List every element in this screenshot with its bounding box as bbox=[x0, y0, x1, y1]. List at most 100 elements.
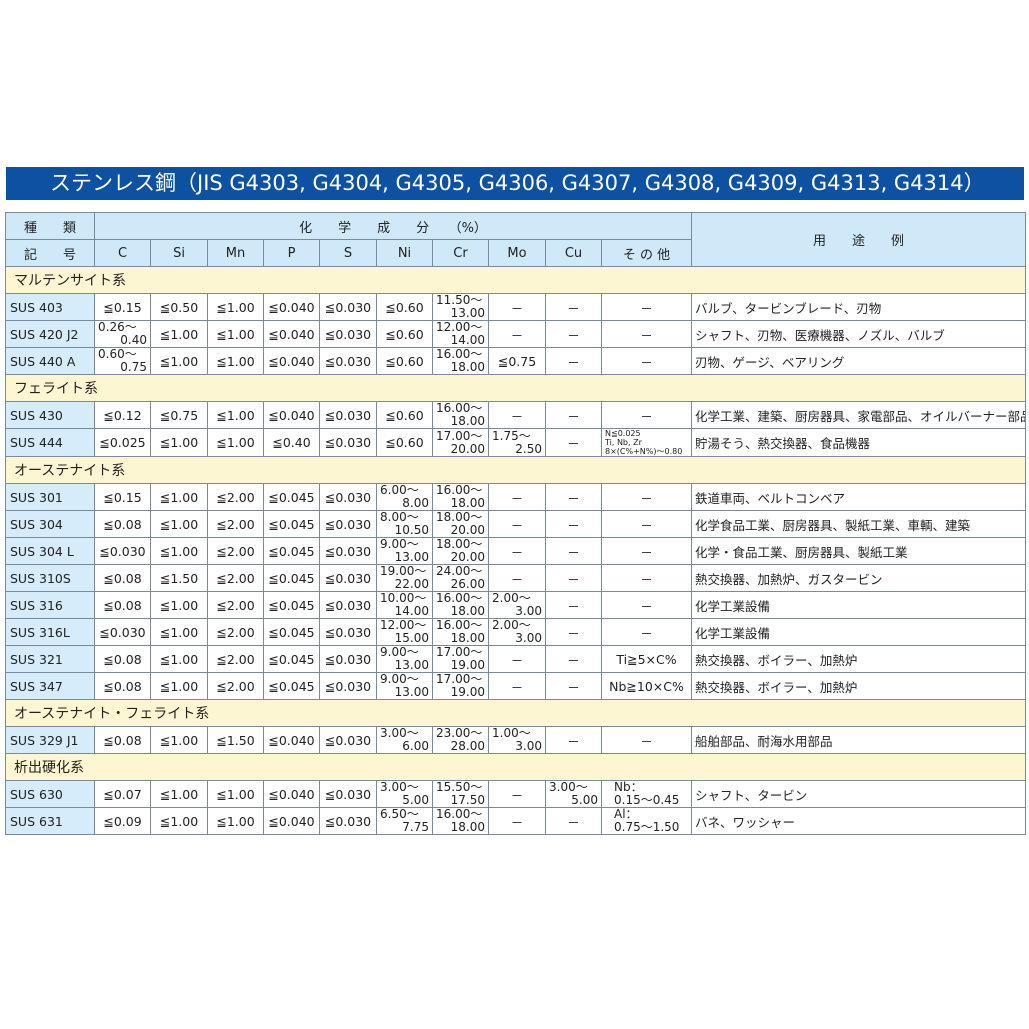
range-cell: 6.00〜 8.00 bbox=[376, 483, 433, 511]
range-to: 0.40 bbox=[120, 333, 147, 347]
value-cell: － bbox=[545, 807, 602, 835]
note-line: Nb： bbox=[614, 780, 643, 794]
range-to: 15.00 bbox=[394, 631, 429, 645]
range-from: 16.00〜 bbox=[436, 591, 483, 605]
range-from: 1.00〜 bbox=[492, 726, 531, 740]
value-cell: － bbox=[600, 347, 693, 375]
value-cell: － bbox=[545, 726, 602, 754]
range-to: 18.00 bbox=[450, 604, 485, 618]
section-row: オーステナイト系 bbox=[4, 456, 1027, 484]
grade-code: SUS 310S bbox=[5, 564, 95, 592]
value-cell: ≦0.030 bbox=[94, 537, 151, 565]
value-cell: ≦2.00 bbox=[207, 618, 264, 646]
value-cell: ≦0.040 bbox=[263, 293, 320, 321]
note-line: Al： bbox=[614, 807, 638, 821]
range-cell: 16.00〜 18.00 bbox=[432, 401, 489, 429]
value-cell: － bbox=[488, 672, 546, 700]
value-cell: ≦0.045 bbox=[263, 645, 320, 673]
usage-cell: 熱交換器、加熱炉、ガスタービン bbox=[691, 564, 1027, 592]
range-to: 3.00 bbox=[515, 604, 542, 618]
grade-code: SUS 347 bbox=[5, 672, 95, 700]
value-cell: ≦0.030 bbox=[319, 672, 377, 700]
range-cell: 16.00〜 18.00 bbox=[432, 347, 489, 375]
value-cell: － bbox=[488, 510, 546, 538]
range-to: 14.00 bbox=[394, 604, 429, 618]
value-cell: ≦0.60 bbox=[376, 293, 433, 321]
range-cell: 24.00〜 26.00 bbox=[432, 564, 489, 592]
usage-cell: 化学工業設備 bbox=[691, 591, 1027, 619]
value-cell: ≦0.040 bbox=[263, 320, 320, 348]
value-cell: ≦1.00 bbox=[150, 320, 208, 348]
range-cell: 23.00〜 28.00 bbox=[432, 726, 489, 754]
range-to: 18.00 bbox=[450, 360, 485, 374]
range-cell: 2.00〜 3.00 bbox=[488, 591, 546, 619]
value-cell: ≦0.030 bbox=[319, 428, 377, 457]
value-cell: － bbox=[600, 537, 693, 565]
range-cell: 8.00〜 10.50 bbox=[376, 510, 433, 538]
note-line: 0.15〜0.45 bbox=[614, 793, 680, 807]
range-to: 0.75 bbox=[120, 360, 147, 374]
value-cell: ≦0.07 bbox=[94, 780, 151, 808]
grade-code: SUS 420 J2 bbox=[5, 320, 95, 348]
table-row: SUS 444 ≦0.025 ≦1.00 ≦1.00 ≦0.40 ≦0.030 ≦0.60 1… bbox=[5, 428, 1027, 457]
value-cell: － bbox=[545, 672, 602, 700]
range-cell: 16.00〜 18.00 bbox=[432, 483, 489, 511]
header-code: 記 号 bbox=[5, 239, 95, 267]
value-cell: ≦2.00 bbox=[207, 483, 264, 511]
table-row: SUS 420 J2 0.26〜 0.40 ≦1.00 ≦1.00 ≦0.040 ≦0.03… bbox=[5, 320, 1027, 348]
table-row: SUS 430 ≦0.12 ≦0.75 ≦1.00 ≦0.040 ≦0.030 ≦0.60 1… bbox=[5, 401, 1027, 429]
note-cell: N≦0.025 Ti, Nb, Zr 8×(C%+N%)〜0.80 bbox=[600, 428, 693, 457]
range-cell: 11.50〜 13.00 bbox=[432, 293, 489, 321]
range-to: 8.00 bbox=[402, 496, 429, 510]
range-cell: 10.00〜 14.00 bbox=[376, 591, 433, 619]
value-cell: ≦1.00 bbox=[150, 428, 208, 457]
note-line: 0.75〜1.50 bbox=[614, 820, 680, 834]
range-from: 8.00〜 bbox=[380, 510, 419, 524]
range-cell: 16.00〜 18.00 bbox=[432, 807, 489, 835]
range-cell: 0.26〜 0.40 bbox=[94, 320, 151, 348]
range-cell: 12.00〜 14.00 bbox=[432, 320, 489, 348]
grade-code: SUS 301 bbox=[5, 483, 95, 511]
value-cell: ≦0.030 bbox=[319, 293, 377, 321]
value-cell: ≦0.030 bbox=[319, 510, 377, 538]
range-to: 2.50 bbox=[515, 441, 542, 456]
range-to: 6.00 bbox=[402, 739, 429, 753]
header-col: Si bbox=[150, 239, 208, 267]
section-title: フェライト系 bbox=[4, 374, 1027, 402]
range-cell: 15.50〜 17.50 bbox=[432, 780, 489, 808]
header-col: C bbox=[94, 239, 151, 267]
value-cell: ≦0.030 bbox=[319, 320, 377, 348]
value-cell: ≦0.030 bbox=[319, 483, 377, 511]
value-cell: ≦0.030 bbox=[319, 537, 377, 565]
table-row: SUS 304 ≦0.08 ≦1.00 ≦2.00 ≦0.045 ≦0.030 8.00〜 1… bbox=[5, 510, 1027, 538]
range-from: 3.00〜 bbox=[380, 780, 419, 794]
value-cell: Nb≧10×C% bbox=[600, 672, 693, 700]
range-to: 3.00 bbox=[515, 631, 542, 645]
header-kind: 種 類 bbox=[5, 212, 95, 240]
value-cell: ≦0.030 bbox=[319, 401, 377, 429]
range-from: 12.00〜 bbox=[436, 320, 483, 334]
value-cell: ≦0.045 bbox=[263, 672, 320, 700]
value-cell: ≦0.030 bbox=[319, 564, 377, 592]
range-from: 2.00〜 bbox=[492, 618, 531, 632]
value-cell: ≦1.00 bbox=[150, 591, 208, 619]
value-cell: ≦1.00 bbox=[207, 807, 264, 835]
note-cell: Nb： 0.15〜0.45 bbox=[600, 780, 693, 808]
value-cell: ≦1.00 bbox=[150, 510, 208, 538]
value-cell: ≦0.60 bbox=[376, 347, 433, 375]
section-row: オーステナイト・フェライト系 bbox=[4, 699, 1027, 727]
range-from: 9.00〜 bbox=[380, 672, 419, 686]
value-cell: ≦0.08 bbox=[94, 591, 151, 619]
value-cell: － bbox=[488, 564, 546, 592]
range-from: 16.00〜 bbox=[436, 401, 483, 415]
table-row: SUS 316 ≦0.08 ≦1.00 ≦2.00 ≦0.045 ≦0.030 10.00〜… bbox=[5, 591, 1027, 619]
value-cell: ≦0.08 bbox=[94, 564, 151, 592]
value-cell: － bbox=[600, 483, 693, 511]
range-cell: 18.00〜 20.00 bbox=[432, 537, 489, 565]
range-to: 13.00 bbox=[394, 658, 429, 672]
header-chem: 化 学 成 分 （%） bbox=[93, 212, 693, 240]
value-cell: － bbox=[545, 347, 602, 375]
value-cell: ≦0.040 bbox=[263, 726, 320, 754]
range-cell: 1.00〜 3.00 bbox=[488, 726, 546, 754]
header-col: Ni bbox=[376, 239, 433, 267]
